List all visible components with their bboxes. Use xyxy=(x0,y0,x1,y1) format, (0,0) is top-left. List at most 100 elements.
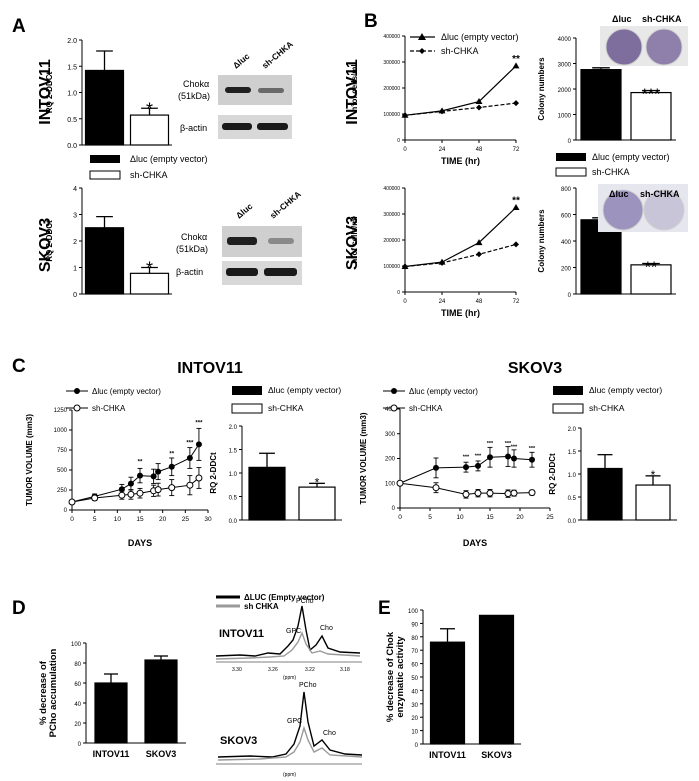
significance-star: *** xyxy=(195,420,203,426)
y-tick-label: 2.0 xyxy=(67,38,77,45)
x-tick-label: SKOV3 xyxy=(481,750,512,760)
nmr-label-intov11: INTOV11 xyxy=(219,628,264,640)
bar xyxy=(429,641,466,745)
data-point xyxy=(439,259,445,266)
y-axis-label: TUMOR VOLUME (mm3) xyxy=(359,412,368,504)
y-tick-label: 80 xyxy=(74,662,81,668)
significance-star: *** xyxy=(186,440,194,446)
data-point xyxy=(462,490,470,498)
x-tick-label: 30 xyxy=(204,516,212,523)
y-tick-label: 300 xyxy=(385,432,396,438)
chart-c-skov3-rq: 0.0 0.5 1.0 1.5 2.0 * RQ 2-DDCt xyxy=(548,427,677,525)
wb1-choka-band-sh xyxy=(258,88,284,93)
significance-star: ** xyxy=(512,196,520,207)
legend-label-sh-b1: sh-CHKA xyxy=(441,46,479,56)
wb2-col-dluc: Δluc xyxy=(234,201,255,221)
bar xyxy=(478,614,515,745)
y-tick-label: 400 xyxy=(561,240,572,246)
legend-swatch-empty-b xyxy=(556,153,586,161)
legend-c-skov3-tumor: Δluc (empty vector) sh-CHKA xyxy=(383,387,478,413)
significance-star: ** xyxy=(645,260,657,277)
y-tick-label: 200000 xyxy=(383,86,400,92)
x-tick-label: 0 xyxy=(398,514,402,521)
data-point xyxy=(402,112,408,119)
data-point xyxy=(396,479,404,487)
legend-swatch-sh-b xyxy=(555,167,587,177)
y-axis-label: RQ 2-DDCt xyxy=(209,452,218,494)
row-title-skov3-b: SKOV3 xyxy=(344,216,361,270)
wb1-choka-band-dluc xyxy=(225,87,251,93)
panel-letter-b: B xyxy=(364,11,378,32)
y-axis-label: PCho accumulation xyxy=(48,648,59,737)
data-point xyxy=(513,100,519,107)
x-tick-label: 25 xyxy=(546,514,554,521)
data-point xyxy=(510,489,518,497)
legend-marker-c1-empty xyxy=(74,388,80,394)
x-axis-label: DAYS xyxy=(463,538,487,548)
legend-label-empty-b: Δluc (empty vector) xyxy=(592,152,670,162)
series-line xyxy=(71,444,200,503)
y-tick-label: 750 xyxy=(57,448,68,454)
nmr-spectra: ΔLUC (Empty vector) sh CHKA INTOV11 PCho… xyxy=(215,593,363,778)
legend-label-empty-b1: Δluc (empty vector) xyxy=(441,32,519,42)
bar xyxy=(630,264,672,295)
legend-label-sh: sh-CHKA xyxy=(130,170,168,180)
y-tick-label: 400 xyxy=(385,407,396,413)
legend-swatch-c2-empty xyxy=(232,386,262,395)
y-tick-label: 1 xyxy=(73,266,77,273)
colony-wells-skov3: Δluc sh-CHKA xyxy=(598,184,688,232)
x-axis-label: DAYS xyxy=(128,538,152,548)
x-tick-label: 15 xyxy=(486,514,494,521)
well-dluc-intov11 xyxy=(605,28,643,66)
data-point xyxy=(475,98,483,105)
data-point xyxy=(476,251,482,258)
nmr-pcho-label-2: PCho xyxy=(299,682,317,689)
wb1-actin-band-sh xyxy=(257,123,288,130)
legend-marker-c3-sh xyxy=(390,404,398,412)
wb2-choka-label: Chokα xyxy=(181,232,207,242)
wb2-actin-label: β-actin xyxy=(176,267,203,277)
y-axis-label: RQ 2-DDCt xyxy=(548,453,557,495)
y-tick-label: 2.0 xyxy=(568,427,577,433)
y-tick-label: 800 xyxy=(561,187,572,193)
y-tick-label: 0 xyxy=(397,138,400,144)
western-blot-skov3: Δluc sh-CHKA Chokα (51kDa) β-actin xyxy=(176,189,303,285)
x-tick-label: 10 xyxy=(114,516,122,523)
x-tick-label: 20 xyxy=(159,516,167,523)
significance-star: * xyxy=(146,259,153,279)
legend-swatch-c4-sh xyxy=(552,403,584,414)
legend-label-c1-empty: Δluc (empty vector) xyxy=(92,387,161,396)
chart-d-pcho: 0 20 40 60 80 100 INTOV11 SKOV3 % decrease of PCh… xyxy=(38,642,186,759)
data-point xyxy=(137,472,143,479)
y-tick-label: 1250 xyxy=(54,408,68,414)
y-axis-label: n°of cells/ml xyxy=(350,64,359,111)
well-label-dluc-intov11: Δluc xyxy=(612,14,631,24)
series-line xyxy=(404,207,517,268)
western-blot-intov11: Δluc sh-CHKA Chokα (51kDa) β-actin xyxy=(178,39,295,139)
data-point xyxy=(186,455,193,461)
y-tick-label: 0.0 xyxy=(67,143,77,150)
x-tick-label: SKOV3 xyxy=(146,749,177,759)
nmr-legend-sh: sh CHKA xyxy=(244,602,279,611)
y-tick-label: 0 xyxy=(392,506,396,512)
significance-star: ** xyxy=(138,460,143,466)
y-tick-label: 200 xyxy=(561,267,572,273)
series-line xyxy=(404,65,517,116)
nmr-cho-label-2: Cho xyxy=(323,730,336,737)
y-tick-label: 1.0 xyxy=(229,472,238,478)
legend-b-top: Δluc (empty vector) sh-CHKA xyxy=(410,32,519,56)
y-axis-label: TUMOR VOLUME (mm3) xyxy=(25,414,34,506)
y-tick-label: 250 xyxy=(57,488,68,494)
y-tick-label: 0.5 xyxy=(67,117,77,124)
y-tick-label: 0 xyxy=(78,742,82,748)
legend-marker-c1-sh xyxy=(73,404,81,412)
bar xyxy=(129,114,170,146)
y-axis-label: Colony numbers xyxy=(537,57,546,121)
y-axis-label: enzymatic activity xyxy=(395,636,406,718)
data-point xyxy=(512,204,520,210)
wb1-actin-band-dluc xyxy=(222,123,252,130)
y-tick-label: 100000 xyxy=(383,112,400,118)
legend-label-c4-sh: sh-CHKA xyxy=(589,403,625,413)
y-tick-label: 0 xyxy=(568,293,572,299)
y-tick-label: 0 xyxy=(568,139,572,145)
